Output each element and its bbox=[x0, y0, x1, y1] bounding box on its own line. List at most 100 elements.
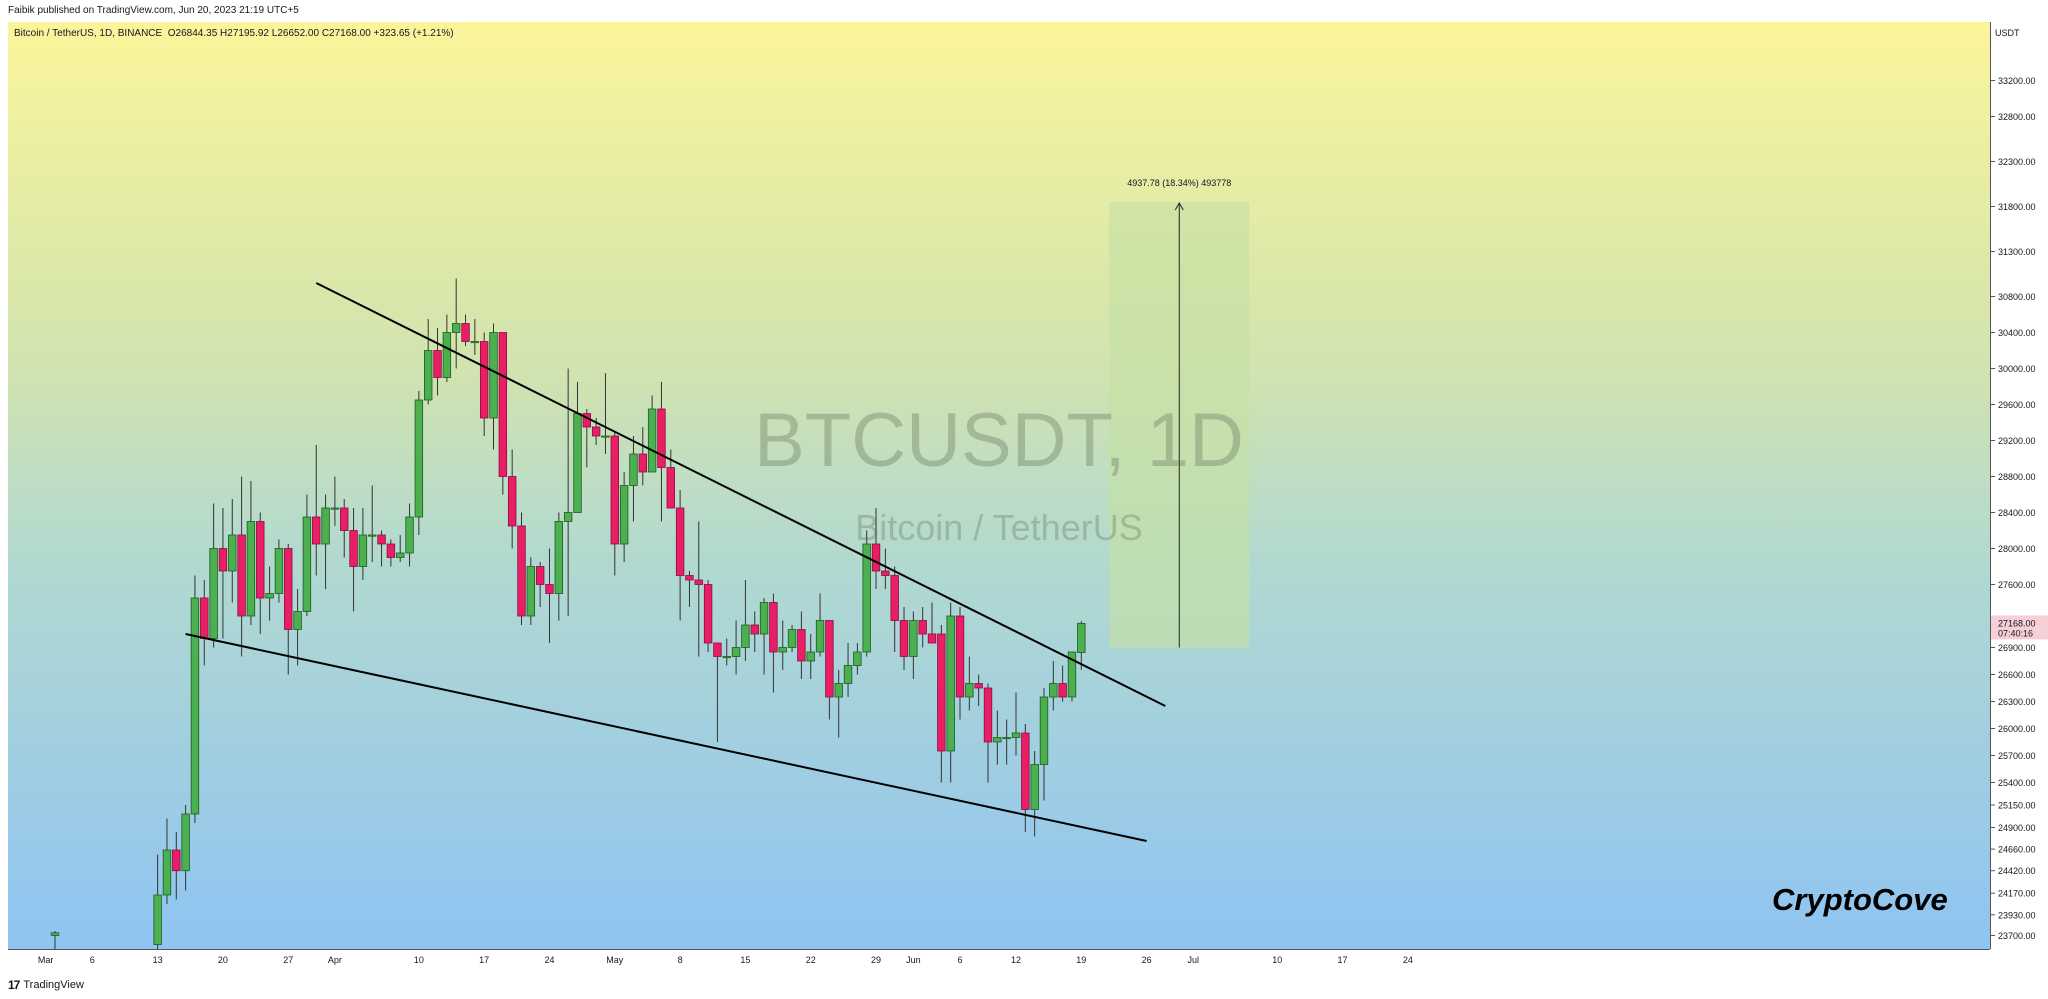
candle[interactable] bbox=[834, 670, 843, 738]
candle[interactable] bbox=[423, 319, 433, 405]
candle[interactable] bbox=[871, 508, 881, 589]
candle[interactable] bbox=[1011, 692, 1021, 756]
candle[interactable] bbox=[498, 332, 508, 495]
candle[interactable] bbox=[619, 472, 629, 562]
candle[interactable] bbox=[1067, 651, 1077, 702]
candle[interactable] bbox=[470, 319, 480, 355]
candle[interactable] bbox=[368, 485, 377, 563]
candle[interactable] bbox=[881, 548, 890, 590]
candle[interactable] bbox=[517, 512, 526, 626]
candle[interactable] bbox=[228, 499, 237, 603]
candle[interactable] bbox=[713, 642, 722, 742]
candle[interactable] bbox=[769, 593, 778, 693]
candle[interactable] bbox=[899, 607, 909, 670]
candle[interactable] bbox=[927, 602, 937, 644]
candle[interactable] bbox=[265, 566, 274, 621]
candle[interactable] bbox=[675, 490, 685, 621]
candle[interactable] bbox=[657, 382, 666, 522]
candle[interactable] bbox=[843, 643, 853, 697]
candle[interactable] bbox=[638, 427, 647, 486]
candle[interactable] bbox=[1030, 751, 1039, 837]
candle[interactable] bbox=[172, 832, 181, 900]
candle[interactable] bbox=[433, 328, 442, 396]
candle[interactable] bbox=[1039, 688, 1049, 801]
candle[interactable] bbox=[937, 625, 946, 783]
candle[interactable] bbox=[741, 580, 750, 661]
candle[interactable] bbox=[349, 508, 358, 612]
candle[interactable] bbox=[414, 391, 424, 535]
candle[interactable] bbox=[340, 499, 349, 558]
candle[interactable] bbox=[862, 530, 871, 657]
candle[interactable] bbox=[293, 589, 302, 666]
candle[interactable] bbox=[666, 449, 675, 509]
candle[interactable] bbox=[610, 431, 619, 576]
candle[interactable] bbox=[190, 575, 200, 824]
candle[interactable] bbox=[302, 494, 312, 617]
candle[interactable] bbox=[797, 611, 806, 680]
candle[interactable] bbox=[162, 818, 172, 905]
candle[interactable] bbox=[545, 548, 554, 644]
candle[interactable] bbox=[955, 607, 965, 720]
candle[interactable] bbox=[461, 314, 470, 347]
tradingview-logo[interactable]: 17 TradingView bbox=[8, 978, 84, 992]
candle[interactable] bbox=[218, 508, 228, 639]
candle[interactable] bbox=[246, 481, 256, 625]
price-scale[interactable]: USDT 33200.00 32800.00 32300.00 31800.00 3130… bbox=[1990, 22, 2048, 949]
candle[interactable] bbox=[50, 931, 60, 949]
candle[interactable] bbox=[386, 539, 396, 567]
candle[interactable] bbox=[722, 638, 731, 666]
candle[interactable] bbox=[563, 368, 573, 617]
candle[interactable] bbox=[1058, 665, 1067, 702]
candle[interactable] bbox=[209, 503, 218, 648]
candle[interactable] bbox=[237, 476, 246, 657]
candle[interactable] bbox=[750, 611, 759, 653]
trendline-upper-resistance[interactable] bbox=[315, 282, 1166, 707]
candle[interactable] bbox=[256, 512, 265, 635]
candle[interactable] bbox=[965, 656, 974, 711]
candle[interactable] bbox=[312, 445, 321, 576]
candle[interactable] bbox=[396, 535, 405, 562]
candle[interactable] bbox=[787, 625, 797, 652]
time-axis[interactable]: Mar 6 13 20 27 Apr 10 17 24 May 8 15 22 29 Jun 6 12 19 26 J… bbox=[8, 949, 1990, 970]
candle[interactable] bbox=[647, 395, 657, 473]
candle[interactable] bbox=[993, 710, 1002, 765]
candle[interactable] bbox=[946, 602, 955, 783]
candle[interactable] bbox=[274, 539, 284, 603]
candle[interactable] bbox=[601, 373, 610, 454]
candle[interactable] bbox=[815, 593, 825, 657]
candle[interactable] bbox=[535, 562, 545, 607]
candle[interactable] bbox=[200, 580, 209, 666]
candle[interactable] bbox=[405, 503, 414, 567]
candle[interactable] bbox=[918, 607, 927, 648]
candle[interactable] bbox=[284, 544, 293, 675]
candle[interactable] bbox=[974, 674, 983, 707]
candle[interactable] bbox=[825, 620, 834, 720]
candle[interactable] bbox=[778, 620, 787, 671]
candle[interactable] bbox=[489, 323, 498, 450]
candle[interactable] bbox=[1077, 620, 1086, 670]
candle[interactable] bbox=[703, 580, 713, 652]
candle[interactable] bbox=[330, 476, 340, 527]
chart-plot-area[interactable]: 4937.78 (18.34%) 493778 BTCUSDT, 1D Bitc… bbox=[8, 22, 1990, 949]
candle[interactable] bbox=[806, 634, 815, 679]
candle[interactable] bbox=[153, 854, 162, 950]
candle[interactable] bbox=[694, 521, 703, 657]
candle[interactable] bbox=[685, 571, 694, 607]
candle[interactable] bbox=[321, 494, 330, 590]
candle[interactable] bbox=[909, 611, 918, 680]
candle[interactable] bbox=[1002, 719, 1011, 765]
candle[interactable] bbox=[479, 332, 489, 437]
candle[interactable] bbox=[759, 598, 769, 675]
candle[interactable] bbox=[526, 557, 536, 626]
candle[interactable] bbox=[507, 449, 517, 549]
candle[interactable] bbox=[983, 683, 993, 783]
candle[interactable] bbox=[377, 530, 386, 567]
candle[interactable] bbox=[358, 508, 368, 580]
candle[interactable] bbox=[181, 805, 190, 891]
candle[interactable] bbox=[731, 620, 741, 675]
candle[interactable] bbox=[1049, 661, 1058, 711]
trendline-lower-support[interactable] bbox=[185, 633, 1147, 842]
candle[interactable] bbox=[890, 566, 899, 653]
candle[interactable] bbox=[554, 512, 564, 621]
candle[interactable] bbox=[853, 643, 862, 675]
